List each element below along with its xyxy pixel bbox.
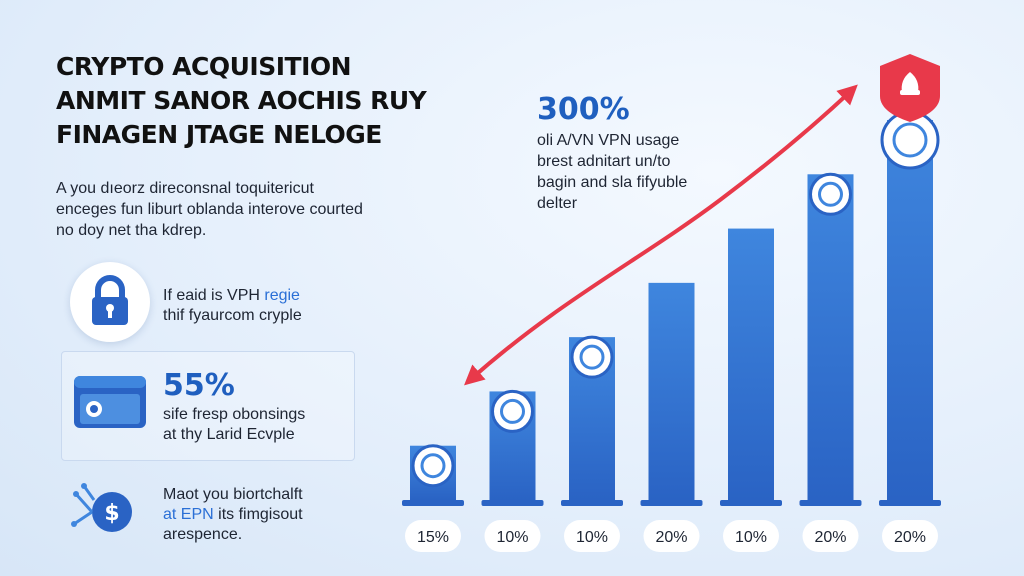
bar-base (879, 500, 941, 506)
svg-text:$: $ (104, 501, 119, 526)
bars-layer (402, 110, 941, 506)
bar-label-pill (802, 520, 859, 552)
bar-label: 10% (576, 529, 608, 546)
feature1-text-accent: regie (264, 287, 300, 304)
bar (887, 120, 933, 500)
feature1-line-2: thif fyaurcom cryple (163, 307, 302, 324)
bar (728, 228, 774, 501)
feature2-line-2: at thy Larid Ecvple (163, 426, 295, 443)
bar-group (799, 172, 862, 506)
bar-base (720, 500, 782, 506)
bar-label-pill (882, 520, 938, 552)
bar-label: 20% (814, 529, 846, 546)
trend-arrow (464, 84, 858, 386)
feature3-line-3: arespence. (163, 526, 243, 543)
person-laptop-icon (491, 389, 534, 433)
bar-group (561, 335, 623, 506)
handshake-icon (809, 172, 852, 216)
bar-group (879, 110, 941, 506)
shield-icon (880, 54, 940, 122)
bar (807, 174, 854, 501)
bar-label: 10% (496, 529, 528, 546)
bar (648, 282, 695, 500)
bar-label-pill (564, 520, 620, 552)
intro-line-2: enceges fun liburt oblanda interove cour… (56, 201, 363, 218)
feature2-stat: 55% (163, 368, 235, 403)
title-line-2: ANMIT SANOR AOCHIS RUY (56, 86, 427, 115)
page-title: CRYPTO ACQUISITION ANMIT SANOR AOCHIS RU… (56, 50, 486, 152)
bar-labels-layer: 15% 10% 10% 20% 10% 20% 20% (405, 520, 938, 552)
bar-label: 20% (894, 529, 926, 546)
feature1-text-plain: If eaid is VPH (163, 287, 265, 304)
bar-group (402, 444, 464, 506)
bar-label: 10% (735, 529, 767, 546)
wallet-card-icon (74, 376, 146, 428)
crypto-emblem-icon-inner (892, 122, 928, 158)
lock-icon-circle (70, 262, 150, 342)
bar-group (481, 389, 544, 506)
intro-line-1: A you dıeorz direconsnal toquitericut (56, 180, 314, 197)
intro-line-3: no doy net tha kdrep. (56, 222, 207, 239)
bar-label-pill (405, 520, 461, 552)
feature3-text-accent: at EPN (163, 506, 214, 523)
dollar-coin-icon: $ (71, 483, 132, 532)
title-line-3: FINAGEN JTAGE NELOGE (56, 120, 382, 149)
feature3-text-plain: its fimgisout (213, 506, 303, 523)
bar-label: 20% (655, 529, 687, 546)
bar-group (640, 282, 703, 506)
bar-base (561, 500, 623, 506)
bar-base (799, 500, 862, 506)
feature3-line-1: Maot you biortchalft (163, 486, 303, 503)
bar-base (640, 500, 703, 506)
person-laptop-icon-inner (500, 398, 525, 424)
bar-label-pill (723, 520, 779, 552)
bar-label: 15% (417, 529, 449, 546)
intro-paragraph: A you dıeorz direconsnal toquitericut en… (56, 178, 416, 241)
bar-base (481, 500, 544, 506)
bar-label-pill (643, 520, 700, 552)
feature2-line-1: sife fresp obonsings (163, 406, 306, 423)
qr-grid-icon (570, 335, 614, 379)
lock-icon (92, 275, 128, 325)
title-line-1: CRYPTO ACQUISITION (56, 52, 352, 81)
bar-base (402, 500, 464, 506)
bar-label-pill (484, 520, 541, 552)
bar-group (720, 228, 782, 506)
arrows-icon-inner (420, 453, 446, 479)
arrows-icon (411, 444, 455, 488)
